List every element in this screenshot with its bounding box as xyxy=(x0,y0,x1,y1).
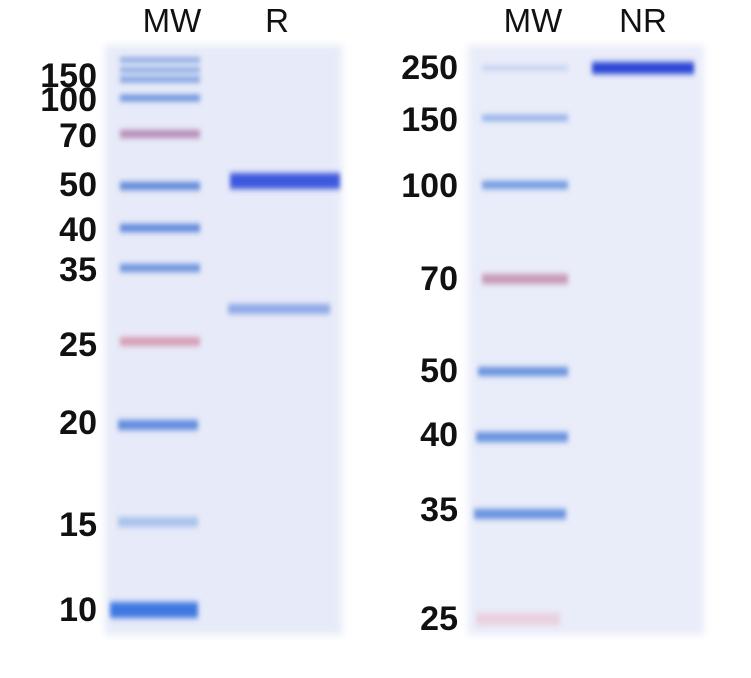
lane-header: MW xyxy=(504,2,563,39)
band xyxy=(482,115,568,121)
band xyxy=(592,62,694,74)
band xyxy=(120,130,200,138)
marker-label: 35 xyxy=(59,251,97,289)
marker-label: 40 xyxy=(59,211,97,249)
right-gel xyxy=(468,45,704,635)
marker-label: 50 xyxy=(420,352,458,390)
marker-label: 20 xyxy=(59,404,97,442)
lane-header: MW xyxy=(143,2,202,39)
marker-label: 70 xyxy=(420,260,458,298)
band xyxy=(120,264,200,272)
marker-label: 70 xyxy=(59,117,97,155)
right-ladder xyxy=(474,66,568,625)
r-lane xyxy=(228,173,340,314)
marker-label: 40 xyxy=(420,416,458,454)
band xyxy=(120,68,200,72)
band xyxy=(482,66,568,70)
band xyxy=(120,95,200,101)
band xyxy=(474,509,566,519)
lane-header: NR xyxy=(619,2,667,39)
band xyxy=(120,58,200,62)
marker-label: 25 xyxy=(420,600,458,638)
marker-label: 35 xyxy=(420,491,458,529)
band xyxy=(118,517,198,527)
marker-label: 100 xyxy=(401,167,458,205)
band xyxy=(482,274,568,284)
marker-label: 50 xyxy=(59,166,97,204)
band xyxy=(482,181,568,189)
band xyxy=(230,173,340,189)
lane-header: R xyxy=(265,2,289,39)
band xyxy=(110,602,198,618)
marker-label: 250 xyxy=(401,49,458,87)
marker-label: 15 xyxy=(59,506,97,544)
band xyxy=(476,432,568,442)
band xyxy=(478,367,568,376)
band xyxy=(120,224,200,232)
nr-lane xyxy=(592,62,694,74)
band xyxy=(120,337,200,346)
band xyxy=(476,613,560,625)
marker-label: 25 xyxy=(59,326,97,364)
band xyxy=(118,420,198,430)
marker-label: 10 xyxy=(59,591,97,629)
marker-label: 100 xyxy=(40,81,97,119)
band xyxy=(120,182,200,190)
left-ladder xyxy=(110,58,200,618)
marker-label: 150 xyxy=(401,101,458,139)
marker-label: 150 xyxy=(40,57,97,95)
band xyxy=(228,304,330,314)
band xyxy=(120,77,200,82)
